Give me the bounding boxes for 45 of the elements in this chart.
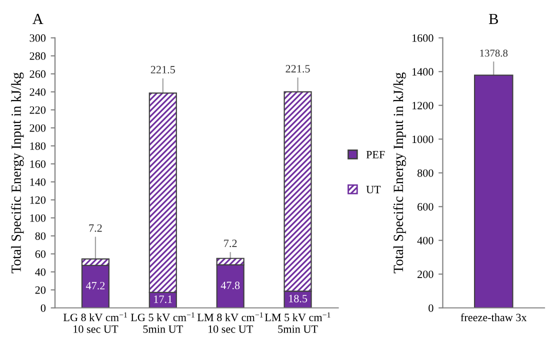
y-tick-label: 140 xyxy=(30,178,46,186)
y-tick-label: 180 xyxy=(30,142,46,150)
y-tick-label: 160 xyxy=(30,160,46,168)
legend-label: PEF xyxy=(366,150,385,158)
legend-label: UT xyxy=(366,186,381,194)
data-label: 47.8 xyxy=(220,282,240,290)
y-tick-label: 800 xyxy=(417,169,434,177)
data-label: 47.2 xyxy=(86,282,105,290)
y-tick-label: 260 xyxy=(30,70,46,78)
y-tick-label: 1200 xyxy=(412,102,434,110)
y-tick-label: 300 xyxy=(30,34,46,42)
y-tick-label: 0 xyxy=(428,304,434,312)
category-label: LM 5 kV cm$^{−1}$ 5min UT xyxy=(264,312,330,333)
chart-title: A xyxy=(32,14,44,24)
data-label: 7.2 xyxy=(89,224,102,232)
y-tick-label: 1600 xyxy=(412,34,434,42)
y-tick-label: 220 xyxy=(30,106,46,114)
y-tick-label: 20 xyxy=(35,286,46,294)
y-tick-label: 40 xyxy=(35,268,46,276)
data-label: 221.5 xyxy=(150,66,175,74)
y-tick-label: 240 xyxy=(30,88,46,96)
data-label: 17.1 xyxy=(154,296,172,304)
y-axis-title: Total Specific Energy Input in kJ/kg xyxy=(10,72,24,274)
y-tick-label: 100 xyxy=(30,214,46,222)
y-tick-label: 200 xyxy=(418,270,434,278)
y-tick-label: 200 xyxy=(30,124,46,132)
y-tick-label: 280 xyxy=(30,52,46,60)
chart-title: B xyxy=(488,14,498,24)
y-tick-label: 1400 xyxy=(412,68,434,76)
y-tick-label: 60 xyxy=(35,250,46,258)
y-axis-title: Total Specific Energy Input in kJ/kg xyxy=(393,72,406,274)
data-label: 1378.8 xyxy=(480,50,508,57)
x-tick-label: LG 8 kV cm$^{−1}$ 10 sec UT xyxy=(64,312,127,333)
y-tick-label: 120 xyxy=(30,196,46,204)
y-tick-label: 400 xyxy=(417,236,434,244)
y-tick-label: 80 xyxy=(35,232,46,240)
y-tick-label: 600 xyxy=(418,203,434,211)
y-tick-label: 0 xyxy=(40,304,46,312)
x-tick-label: LG 5 kV cm$^{−1}$ 5min UT xyxy=(130,312,194,333)
x-tick-label: LM 8 kV cm$^{−1}$ 10 sec UT xyxy=(198,312,263,333)
data-label: 18.5 xyxy=(289,294,308,302)
data-label: 221.5 xyxy=(286,65,310,73)
y-tick-label: 1000 xyxy=(412,136,434,144)
data-label: 7.2 xyxy=(224,240,237,248)
x-tick-label: freeze-thaw 3x xyxy=(460,313,527,322)
